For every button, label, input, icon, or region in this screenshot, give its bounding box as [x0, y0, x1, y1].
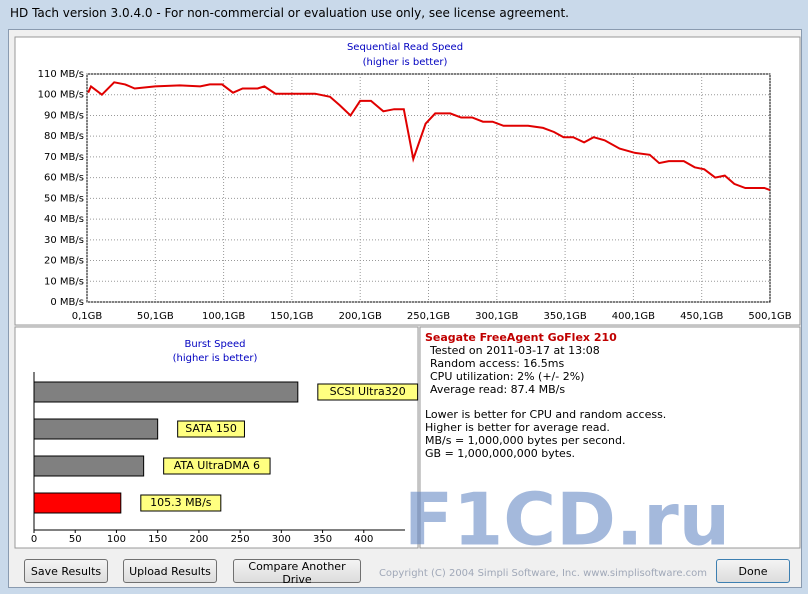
value-label: 105.3 MB/s: [150, 496, 212, 509]
bar: [33, 492, 122, 514]
y-tick-label: 100 MB/s: [38, 90, 84, 101]
chart-subtitle: (higher is better): [173, 353, 258, 364]
window-title: HD Tach version 3.0.4.0 - For non-commer…: [10, 6, 569, 20]
info-line: Tested on 2011-03-17 at 13:08: [429, 344, 600, 357]
label-box: [317, 383, 419, 401]
category-label: SATA 150: [185, 422, 237, 435]
info-note: Higher is better for average read.: [425, 421, 610, 434]
y-tick-label: 30 MB/s: [44, 235, 84, 246]
x-tick-label: 0: [31, 534, 37, 545]
compare-button[interactable]: Compare Another Drive: [233, 559, 361, 586]
x-tick-label: 350: [313, 534, 332, 545]
data-line: [87, 81, 771, 192]
watermark: F1CD.ru: [404, 478, 730, 562]
done-button[interactable]: Done: [716, 559, 790, 583]
x-tick-label: 500,1GB: [748, 311, 791, 322]
y-tick-label: 40 MB/s: [44, 214, 84, 225]
label-box: [177, 420, 245, 438]
drive-name: Seagate FreeAgent GoFlex 210: [425, 331, 617, 344]
x-tick-label: 450,1GB: [680, 311, 723, 322]
save-button[interactable]: Save Results: [24, 559, 108, 583]
info-line: Average read: 87.4 MB/s: [430, 383, 565, 396]
y-tick-label: 60 MB/s: [44, 173, 84, 184]
x-tick-label: 300: [272, 534, 291, 545]
label-box: [163, 457, 271, 475]
chart-subtitle: (higher is better): [363, 57, 448, 68]
bar: [33, 418, 159, 440]
category-label: SCSI Ultra320: [330, 385, 406, 398]
upload-button[interactable]: Upload Results: [123, 559, 217, 583]
y-tick-label: 10 MB/s: [44, 276, 84, 287]
y-tick-label: 80 MB/s: [44, 131, 84, 142]
x-tick-label: 200: [189, 534, 208, 545]
x-tick-label: 150,1GB: [270, 311, 313, 322]
y-tick-label: 110 MB/s: [38, 69, 84, 80]
bar: [33, 455, 145, 477]
info-line: Random access: 16.5ms: [430, 357, 565, 370]
info-panel: [419, 326, 801, 549]
x-tick-label: 100,1GB: [202, 311, 245, 322]
label-box: [140, 494, 222, 512]
y-tick-label: 50 MB/s: [44, 193, 84, 204]
x-tick-label: 0,1GB: [72, 311, 103, 322]
x-tick-label: 100: [107, 534, 126, 545]
info-line: CPU utilization: 2% (+/- 2%): [430, 370, 584, 383]
y-tick-label: 90 MB/s: [44, 110, 84, 121]
x-tick-label: 50: [69, 534, 82, 545]
y-tick-label: 20 MB/s: [44, 256, 84, 267]
chart-title: Sequential Read Speed: [347, 42, 463, 53]
chart-title: Burst Speed: [185, 339, 246, 350]
x-tick-label: 50,1GB: [137, 311, 174, 322]
info-note: Lower is better for CPU and random acces…: [425, 408, 666, 421]
category-label: ATA UltraDMA 6: [174, 459, 260, 472]
x-tick-label: 150: [148, 534, 167, 545]
x-tick-label: 400,1GB: [612, 311, 655, 322]
x-tick-label: 350,1GB: [543, 311, 586, 322]
y-tick-label: 0 MB/s: [50, 297, 84, 308]
x-tick-label: 400: [354, 534, 373, 545]
info-note: GB = 1,000,000,000 bytes.: [425, 447, 575, 460]
x-tick-label: 300,1GB: [475, 311, 518, 322]
x-tick-label: 250: [231, 534, 250, 545]
y-tick-label: 70 MB/s: [44, 152, 84, 163]
copyright: Copyright (C) 2004 Simpli Software, Inc.…: [379, 568, 707, 579]
x-tick-label: 200,1GB: [339, 311, 382, 322]
x-tick-label: 250,1GB: [407, 311, 450, 322]
bar: [33, 381, 299, 403]
info-note: MB/s = 1,000,000 bytes per second.: [425, 434, 625, 447]
